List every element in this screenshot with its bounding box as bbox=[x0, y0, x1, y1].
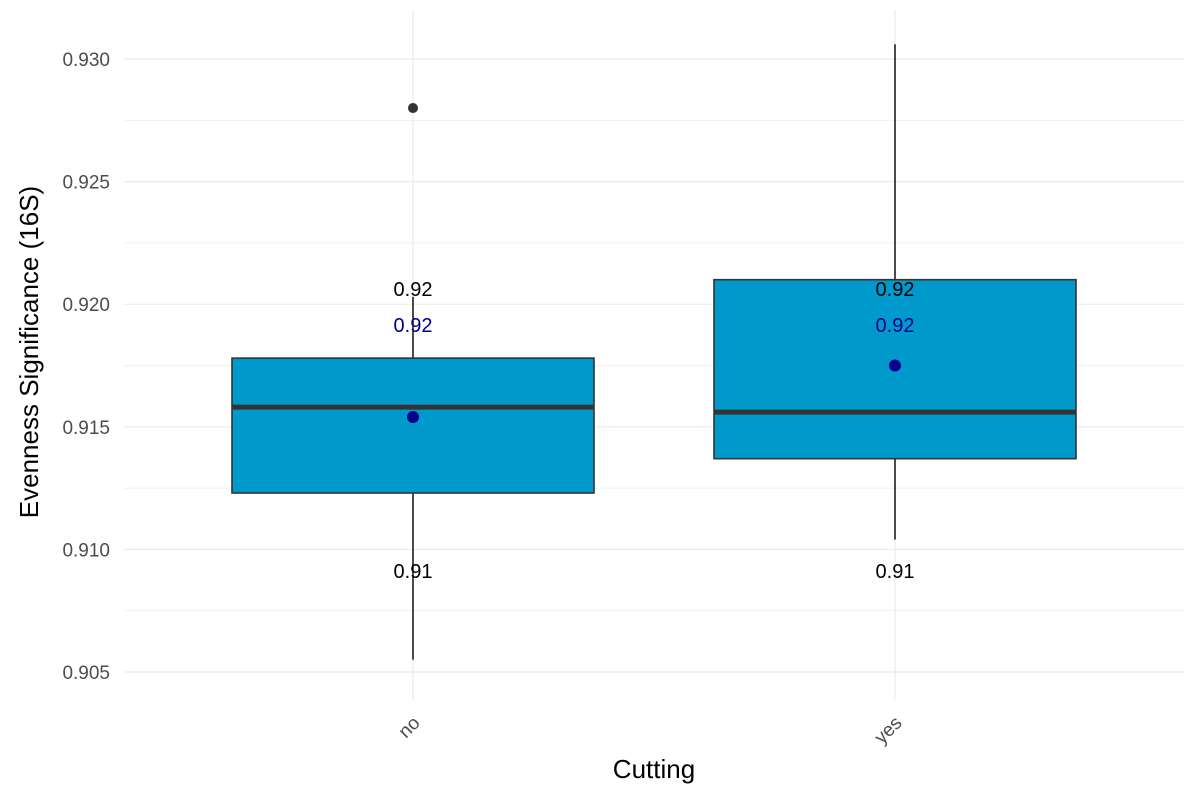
y-tick-label: 0.920 bbox=[62, 295, 110, 316]
y-tick-label: 0.910 bbox=[62, 540, 110, 561]
upper-value-label: 0.92 bbox=[394, 279, 433, 301]
y-axis-title: Evenness Significance (16S) bbox=[14, 186, 44, 518]
lower-value-label: 0.91 bbox=[394, 561, 433, 583]
data-labels: 0.92 0.92 0.91 0.92 0.92 0.91 bbox=[394, 279, 915, 583]
mean-point bbox=[407, 410, 419, 423]
mean-point bbox=[889, 359, 901, 372]
mean-value-label: 0.92 bbox=[876, 315, 915, 337]
outlier-point bbox=[408, 103, 418, 114]
mean-value-label: 0.92 bbox=[394, 315, 433, 337]
y-tick-label: 0.925 bbox=[62, 173, 110, 194]
y-tick-label: 0.905 bbox=[62, 663, 110, 684]
upper-value-label: 0.92 bbox=[876, 279, 915, 301]
box-no bbox=[231, 357, 595, 494]
plot-area bbox=[231, 44, 1077, 660]
x-tick-label: no bbox=[395, 713, 425, 743]
y-tick-label: 0.930 bbox=[62, 50, 110, 71]
lower-value-label: 0.91 bbox=[876, 561, 915, 583]
y-tick-label: 0.915 bbox=[62, 418, 110, 439]
x-tick-label: yes bbox=[871, 713, 907, 749]
axes: 0.905 0.910 0.915 0.920 0.925 0.930 no yes bbox=[62, 50, 906, 748]
x-axis-title: Cutting bbox=[613, 754, 695, 784]
